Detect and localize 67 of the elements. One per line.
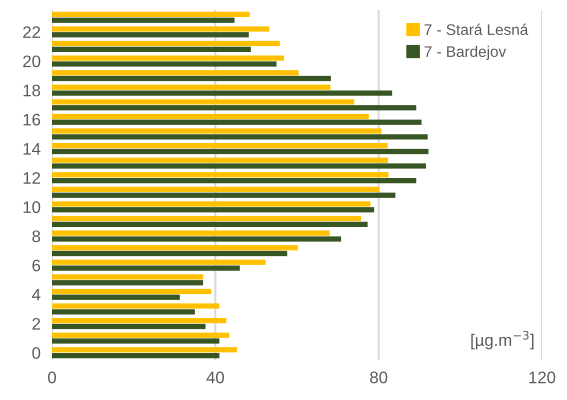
- bar: [52, 294, 180, 300]
- y-tick-label: 6: [32, 260, 40, 272]
- y-tick-label: 2: [32, 318, 40, 330]
- y-tick-label: 10: [24, 201, 40, 214]
- bar: [52, 99, 354, 104]
- bar: [52, 128, 382, 134]
- bar: [52, 274, 204, 280]
- bar: [52, 250, 288, 256]
- legend-label: 7 - Stará Lesná: [424, 24, 528, 36]
- annotation: [µg.m$^{−3}$]: [471, 330, 534, 350]
- bar: [52, 280, 204, 286]
- bar: [52, 12, 250, 17]
- y-tick-label: 22: [23, 26, 40, 38]
- x-tick-label: 40: [206, 372, 224, 384]
- y-tick-label: 18: [24, 84, 40, 96]
- y-tick-label: 20: [23, 55, 40, 68]
- bar: [52, 143, 388, 148]
- bar: [52, 76, 331, 82]
- y-tick-label: 8: [32, 230, 40, 242]
- bar: [52, 222, 368, 227]
- bar: [52, 266, 240, 271]
- bar: [52, 32, 249, 38]
- bar: [52, 309, 195, 314]
- bar: [52, 192, 396, 198]
- x-tick-label: 80: [370, 372, 388, 384]
- bar: [52, 70, 299, 76]
- bar: [52, 163, 426, 169]
- bar: [52, 105, 416, 110]
- bar: [52, 148, 428, 154]
- bar: [52, 172, 388, 178]
- y-tick-label: 14: [24, 143, 40, 155]
- bar: [52, 332, 230, 338]
- bar: [52, 90, 392, 96]
- bar: [52, 288, 212, 294]
- bar: [52, 46, 251, 52]
- bar: [52, 18, 235, 23]
- x-tick-label: 0: [48, 372, 56, 384]
- legend-label: 7 - Bardejov: [424, 46, 506, 60]
- bar: [52, 134, 428, 140]
- y-tick-label: 4: [32, 288, 40, 300]
- bar: [52, 236, 342, 242]
- bar: [52, 324, 206, 330]
- bar: [52, 207, 374, 212]
- bar: [52, 114, 369, 120]
- bar: [52, 56, 284, 61]
- bar: [52, 338, 220, 344]
- y-tick-label: 16: [24, 114, 40, 126]
- bar: [52, 120, 422, 125]
- y-tick-label: 12: [24, 172, 40, 184]
- bar: [52, 353, 220, 358]
- bar: [52, 186, 380, 192]
- bar: [52, 40, 280, 46]
- bar: [52, 84, 330, 90]
- bar: [52, 230, 330, 236]
- bar: [52, 158, 388, 163]
- x-tick-label: 120: [529, 372, 556, 384]
- bar: [52, 26, 270, 32]
- bar: [52, 303, 220, 309]
- bar: [52, 318, 226, 324]
- bar: [52, 347, 237, 352]
- bar: [52, 201, 370, 207]
- bar: [52, 61, 277, 67]
- bar: [52, 260, 266, 265]
- bar: [52, 216, 362, 222]
- bar: [52, 178, 416, 184]
- bar: [52, 245, 298, 250]
- y-tick-label: 0: [32, 347, 40, 359]
